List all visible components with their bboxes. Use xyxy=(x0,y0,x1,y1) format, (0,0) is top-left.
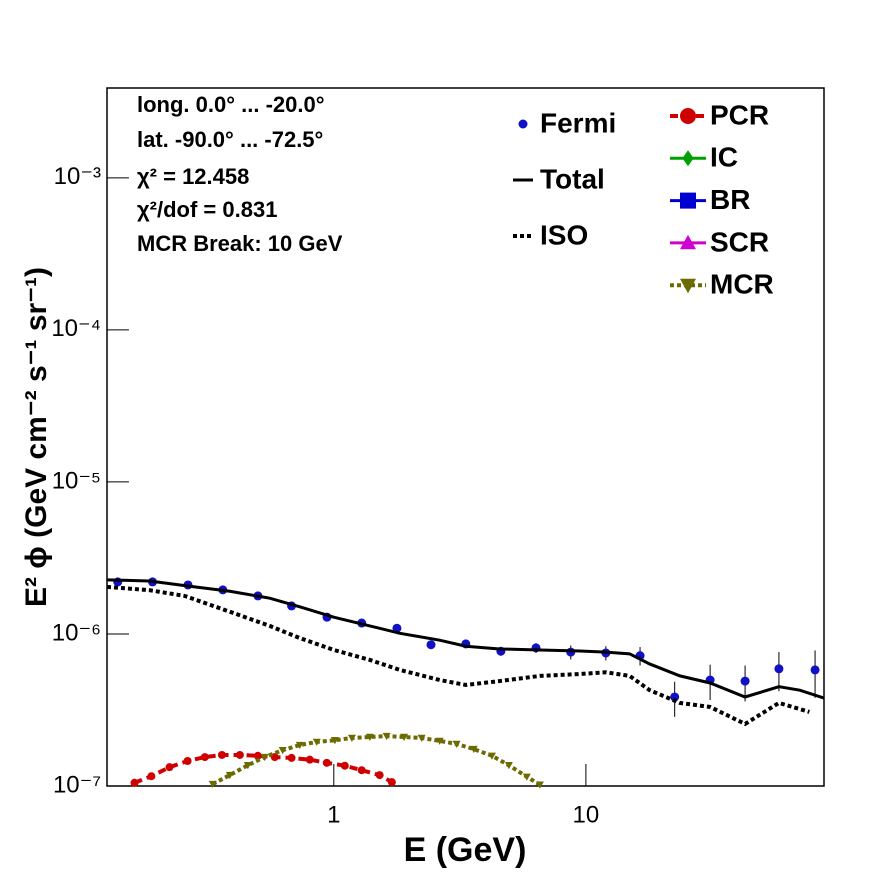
legend-label: PCR xyxy=(710,99,769,130)
data-point xyxy=(312,738,321,746)
data-point xyxy=(774,664,784,674)
series-line xyxy=(211,734,541,787)
data-point xyxy=(417,734,426,742)
y-tick-label: 10⁻⁴ xyxy=(51,315,101,342)
data-point xyxy=(357,766,366,775)
legend-label: ISO xyxy=(540,219,588,250)
data-point xyxy=(810,665,820,675)
data-point xyxy=(382,732,391,741)
data-point xyxy=(522,773,531,781)
data-point xyxy=(225,771,234,780)
data-point xyxy=(535,781,544,789)
data-point xyxy=(147,772,156,781)
legend-label: Total xyxy=(540,163,605,194)
x-tick-label: 10 xyxy=(573,801,600,828)
data-point xyxy=(504,762,513,770)
data-point xyxy=(165,763,174,772)
data-point xyxy=(365,733,374,742)
legend-label: IC xyxy=(710,142,738,173)
data-point xyxy=(375,771,384,780)
legend-marker xyxy=(680,278,696,294)
data-point xyxy=(130,778,139,787)
y-tick-label: 10⁻⁷ xyxy=(53,771,101,798)
data-point xyxy=(670,692,680,702)
data-point xyxy=(347,734,356,742)
legend-label: BR xyxy=(710,184,750,215)
plot-frame xyxy=(106,87,825,787)
data-point xyxy=(217,750,226,759)
data-point xyxy=(183,757,192,766)
legend-marker xyxy=(680,108,696,124)
data-point xyxy=(487,752,496,760)
data-point xyxy=(200,753,209,762)
legend-marker xyxy=(518,119,528,129)
data-point xyxy=(243,762,252,770)
data-point xyxy=(435,737,444,745)
legend-label: Fermi xyxy=(540,107,616,138)
x-tick-label: 1 xyxy=(327,801,340,828)
legend-label: SCR xyxy=(710,226,769,257)
data-point xyxy=(426,640,436,650)
data-point xyxy=(322,758,331,767)
annotation: MCR Break: 10 GeV xyxy=(137,231,343,256)
data-point xyxy=(305,755,314,764)
y-axis-label: E² ϕ (GeV cm⁻² s⁻¹ sr⁻¹) xyxy=(20,267,53,607)
y-tick-label: 10⁻³ xyxy=(54,163,101,190)
annotation: long. 0.0° ... -20.0° xyxy=(137,92,325,117)
legend-marker xyxy=(680,234,696,250)
legend-label: MCR xyxy=(710,269,774,300)
annotation: χ²/dof = 0.831 xyxy=(137,197,277,222)
annotation: lat. -90.0° ... -72.5° xyxy=(137,127,323,152)
series-line xyxy=(106,578,825,700)
data-point xyxy=(400,733,409,742)
data-point xyxy=(340,761,349,770)
data-point xyxy=(235,750,244,759)
series-line xyxy=(106,584,810,727)
data-point xyxy=(330,737,339,745)
data-point xyxy=(287,753,296,762)
data-point xyxy=(278,746,287,755)
data-point xyxy=(469,745,478,754)
data-point xyxy=(452,740,461,748)
data-point xyxy=(253,751,262,760)
data-point xyxy=(295,741,304,750)
y-tick-label: 10⁻⁵ xyxy=(52,467,101,494)
legend-marker xyxy=(680,192,696,209)
annotation: χ² = 12.458 xyxy=(137,164,249,189)
data-point xyxy=(740,676,750,686)
data-point xyxy=(387,778,396,787)
legend-marker xyxy=(682,150,694,167)
x-axis-label: E (GeV) xyxy=(404,831,527,869)
y-tick-label: 10⁻⁶ xyxy=(52,619,101,646)
data-point xyxy=(208,780,217,789)
data-point xyxy=(260,753,269,762)
